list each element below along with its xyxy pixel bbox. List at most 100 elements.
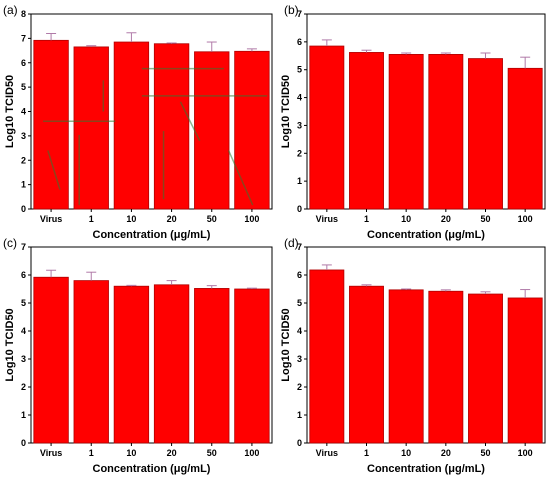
bar-50 [194,51,230,210]
y-tick-label: 1 [297,176,302,186]
bar-20 [428,290,464,444]
y-tick-label: 5 [21,82,26,92]
panel-label: (a) [3,3,18,17]
x-tick-label: 100 [244,448,259,458]
x-tick-label: 100 [244,214,259,224]
x-tick-label: 20 [167,214,177,224]
x-tick-label: Virus [316,214,338,224]
y-tick-label: 3 [297,120,302,130]
y-tick-label: 2 [21,155,26,165]
y-tick-label: 0 [21,438,26,448]
x-tick-label: 50 [480,214,490,224]
x-tick-label: 10 [401,214,411,224]
bar-10 [388,53,424,210]
bar-20 [428,53,464,210]
x-tick-label: Virus [316,448,338,458]
x-tick-label: 1 [364,214,369,224]
x-tick-label: 10 [126,214,136,224]
y-tick-label: 4 [21,326,26,336]
y-tick-label: 3 [21,131,26,141]
overlay-stroke [47,150,61,190]
y-tick-label: 2 [297,148,302,158]
bar-50 [194,288,230,444]
overlay-artifact [43,67,268,206]
x-tick-label: 10 [126,448,136,458]
y-axis-title: Log10 TCID50 [4,308,16,381]
plot-frame [306,13,546,210]
bar-1 [349,52,384,210]
bar-10 [388,289,424,444]
x-tick-label: 50 [480,448,490,458]
y-tick-label: 4 [297,93,302,103]
bar-1 [349,285,384,444]
bar-100 [234,50,270,210]
y-tick-label: 6 [21,58,26,68]
plot-frame [30,246,273,444]
chart-panel-3: 0 1 2 3 4 5 6 7 Virus 1 10 20 50 100 Concentration (μg… [280,236,546,475]
y-tick-label: 1 [297,410,302,420]
y-tick-label: 3 [21,354,26,364]
bar-100 [234,288,270,444]
x-axis-title: Concentration (μg/mL) [367,229,485,241]
x-tick-label: 20 [441,214,451,224]
bar-20 [153,43,190,210]
panel-label: (d) [284,236,299,250]
bar-100 [507,67,543,210]
y-tick-label: 1 [21,180,26,190]
y-tick-label: 2 [21,382,26,392]
bar-Virus [309,45,345,210]
bar-100 [507,297,543,444]
y-axis-title: Log10 TCID50 [280,308,292,381]
bar-50 [468,58,503,210]
x-tick-label: 100 [518,214,533,224]
panel-label: (b) [284,3,299,17]
y-tick-label: 6 [297,270,302,280]
y-tick-label: 6 [297,37,302,47]
y-tick-label: 4 [297,326,302,336]
x-axis-title: Concentration (μg/mL) [367,463,485,475]
bar-Virus [33,39,69,210]
y-tick-label: 7 [297,9,302,19]
x-tick-label: Virus [40,448,62,458]
y-tick-label: 0 [297,438,302,448]
overlay-stroke [179,101,201,142]
chart-panel-2: 0 1 2 3 4 5 6 7 Virus 1 10 20 50 100 Concentration (μg… [3,236,273,475]
x-tick-label: 50 [207,448,217,458]
y-tick-label: 1 [21,410,26,420]
bar-10 [113,285,150,444]
y-tick-label: 8 [21,9,26,19]
x-tick-label: Virus [40,214,62,224]
y-tick-label: 7 [297,242,302,252]
bar-Virus [33,276,69,444]
y-axis-title: Log10 TCID50 [4,75,16,148]
bar-1 [73,280,109,444]
y-tick-label: 7 [21,33,26,43]
y-tick-label: 4 [21,107,26,117]
y-axis-title: Log10 TCID50 [280,75,292,148]
x-tick-label: 20 [441,448,451,458]
x-tick-label: 10 [401,448,411,458]
chart-panel-1: 0 1 2 3 4 5 6 7 Virus 1 10 20 50 100 Concentration (μg… [280,3,546,241]
y-tick-label: 3 [297,354,302,364]
x-axis-title: Concentration (μg/mL) [93,229,211,241]
y-tick-label: 6 [21,270,26,280]
bar-Virus [309,269,345,444]
chart-panel-0: 0 1 2 3 4 5 6 7 8 Virus 1 10 20 50 100 Concentration (μ… [3,3,273,241]
y-tick-label: 0 [21,204,26,214]
y-tick-label: 5 [297,65,302,75]
panel-label: (c) [3,236,17,250]
bar-50 [468,293,503,444]
overlay-stroke [227,150,254,206]
x-tick-label: 100 [518,448,533,458]
y-tick-label: 5 [297,298,302,308]
x-tick-label: 20 [167,448,177,458]
y-tick-label: 2 [297,382,302,392]
bar-10 [113,41,150,210]
x-axis-title: Concentration (μg/mL) [93,463,211,475]
x-tick-label: 1 [89,214,94,224]
y-tick-label: 0 [297,204,302,214]
x-tick-label: 1 [364,448,369,458]
y-tick-label: 7 [21,242,26,252]
x-tick-label: 50 [207,214,217,224]
